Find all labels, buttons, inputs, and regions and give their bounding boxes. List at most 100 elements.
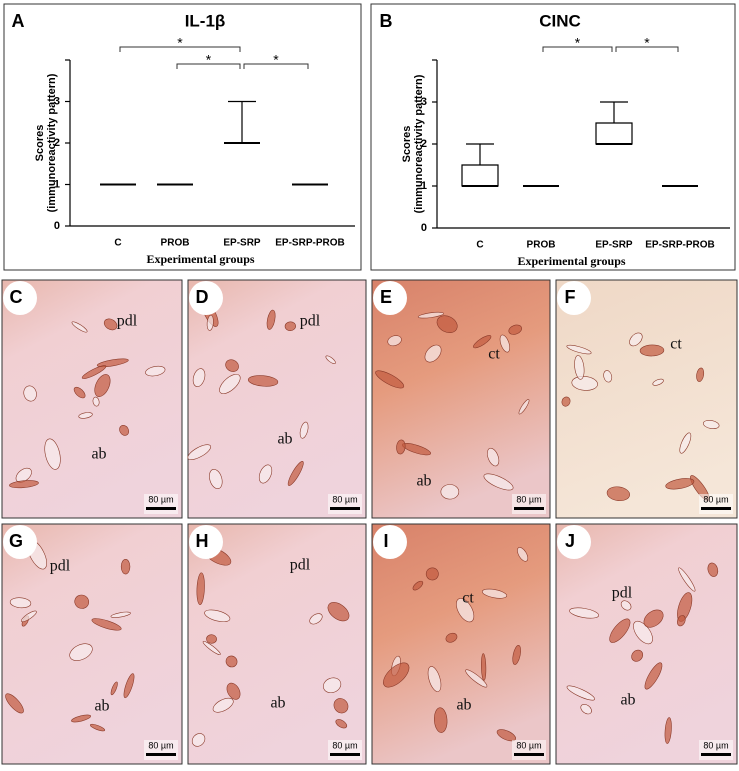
vessel — [225, 359, 239, 372]
vessel — [335, 719, 348, 729]
x-axis-label: Experimental groups — [517, 254, 625, 268]
vessel — [202, 640, 221, 656]
tissue-label: ab — [277, 431, 292, 448]
tissue-label: ab — [456, 697, 471, 714]
y-tick-label: 1 — [54, 178, 60, 190]
vessel — [566, 685, 595, 701]
tissue-label: pdl — [117, 313, 138, 330]
vessel — [327, 602, 350, 622]
panel-badge — [373, 281, 407, 315]
tissue-label: pdl — [290, 557, 311, 574]
micrograph — [371, 523, 551, 765]
x-tick-label: EP-SRP — [223, 238, 261, 249]
x-tick-label: C — [476, 240, 483, 251]
y-axis-label: (immunoreactivity pattern) — [46, 73, 58, 212]
vessel — [483, 473, 514, 491]
vessel — [78, 412, 93, 419]
scale-bar — [514, 507, 544, 510]
micrograph — [555, 279, 738, 519]
panel-badge — [557, 281, 591, 315]
x-axis-label: Experimental groups — [146, 252, 254, 266]
panel-letter: G — [9, 531, 23, 551]
y-tick-label: 2 — [54, 137, 60, 149]
vessel — [487, 447, 500, 467]
tissue-label: ab — [270, 695, 285, 712]
vessel — [620, 600, 632, 611]
significance-label: * — [206, 52, 212, 68]
vessel — [679, 432, 692, 454]
micrograph-panel: Ict ab 80 µm — [371, 523, 551, 765]
vessel — [566, 344, 592, 355]
scale-bar-label: 80 µm — [516, 740, 541, 750]
x-tick-label: EP-SRP-PROB — [645, 240, 714, 251]
panel-badge — [189, 281, 223, 315]
vessel — [206, 314, 214, 331]
vessel — [196, 572, 205, 605]
vessel — [74, 594, 90, 609]
scale-bar-label: 80 µm — [332, 740, 357, 750]
vessel — [396, 439, 406, 455]
vessel — [69, 643, 93, 661]
vessel — [287, 461, 304, 486]
vessel — [204, 609, 231, 623]
vessel — [284, 321, 296, 331]
significance-bracket — [243, 63, 309, 69]
vessel — [665, 478, 695, 490]
scale-bar — [330, 753, 360, 756]
vessel — [192, 368, 206, 387]
vessel — [44, 438, 61, 470]
vessel — [508, 324, 522, 335]
vessel — [9, 480, 39, 489]
significance-bracket — [119, 46, 241, 52]
vessel — [119, 425, 130, 436]
micrograph-panel: Fct 80 µm — [555, 279, 738, 519]
vessel — [639, 344, 665, 357]
scale-bar-label: 80 µm — [148, 494, 173, 504]
panel-letter: I — [383, 531, 388, 551]
vessel — [191, 733, 206, 747]
x-tick-label: PROB — [527, 240, 556, 251]
tissue-label: ab — [91, 446, 106, 463]
panel-badge — [557, 525, 591, 559]
vessel — [473, 335, 492, 349]
vessel — [73, 386, 86, 399]
vessel — [145, 365, 166, 377]
vessel — [481, 653, 487, 681]
vessel — [333, 698, 349, 714]
vessel — [496, 729, 516, 742]
scale-bar — [701, 507, 731, 510]
x-tick-label: PROB — [161, 238, 190, 249]
vessel — [103, 318, 118, 331]
significance-bracket — [176, 63, 241, 69]
x-tick-label: EP-SRP-PROB — [275, 238, 344, 249]
vessel — [258, 464, 273, 484]
vessel — [436, 315, 458, 333]
vessel — [633, 620, 653, 645]
vessel — [664, 717, 672, 744]
vessel — [71, 321, 88, 333]
significance-bracket — [542, 46, 613, 52]
scale-bar — [146, 753, 176, 756]
scale-bar — [146, 507, 176, 510]
vessel — [323, 677, 342, 694]
micrograph — [371, 279, 551, 519]
vessel — [644, 662, 663, 690]
tissue-label: ct — [462, 590, 474, 607]
vessel — [696, 367, 705, 382]
vessel — [299, 421, 309, 439]
vessel — [603, 370, 613, 383]
vessel — [643, 609, 664, 628]
vessel — [580, 704, 592, 715]
y-tick-label: 0 — [421, 222, 427, 234]
vessel — [561, 396, 571, 407]
vessel — [375, 370, 405, 389]
vessel — [631, 649, 644, 662]
vessel — [225, 655, 238, 668]
vessel — [110, 681, 118, 696]
vessel — [609, 618, 631, 643]
tissue-label: ct — [488, 346, 500, 363]
vessel — [417, 311, 445, 319]
